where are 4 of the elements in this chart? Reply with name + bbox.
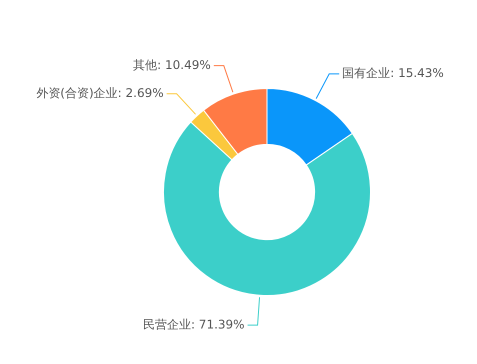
slice-label: 民营企业: 71.39%	[142, 317, 245, 332]
slice-label: 其他: 10.49%	[133, 58, 211, 72]
slice-label: 外资(合资)企业: 2.69%	[36, 86, 164, 100]
slice-label: 国有企业: 15.43%	[342, 66, 444, 80]
